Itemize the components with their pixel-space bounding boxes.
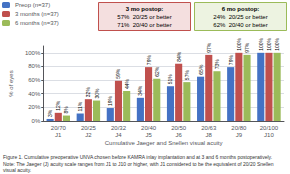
svg-text:100%: 100% — [266, 37, 272, 50]
svg-text:59%: 59% — [115, 68, 121, 79]
svg-text:100%: 100% — [258, 37, 264, 50]
svg-text:Note: The Jaeger (J) acuity sc: Note: The Jaeger (J) acuity scale ranges… — [3, 161, 275, 167]
svg-text:Figure 1. Cumulative preoperat: Figure 1. Cumulative preoperative UNVA c… — [3, 154, 272, 160]
svg-text:J8: J8 — [206, 132, 213, 138]
svg-text:73%: 73% — [214, 59, 220, 70]
svg-text:20/25: 20/25 — [81, 125, 97, 131]
svg-text:J9: J9 — [236, 132, 243, 138]
svg-text:80%: 80% — [28, 63, 41, 69]
svg-text:0%: 0% — [32, 118, 41, 124]
svg-text:100%: 100% — [236, 37, 242, 50]
svg-text:24% 20/25 or better: 24% 20/25 or better — [213, 14, 267, 20]
svg-text:30%: 30% — [94, 88, 100, 99]
svg-text:44%: 44% — [124, 78, 130, 89]
svg-text:20%: 20% — [28, 104, 41, 110]
svg-text:20/32: 20/32 — [111, 125, 127, 131]
svg-text:60%: 60% — [28, 77, 41, 83]
svg-text:3 months (n=37): 3 months (n=37) — [15, 11, 59, 17]
svg-text:J4: J4 — [115, 132, 122, 138]
svg-text:34%: 34% — [137, 85, 143, 96]
svg-text:3%: 3% — [47, 109, 53, 117]
svg-text:% of eyes: % of eyes — [8, 70, 14, 96]
svg-text:J1: J1 — [55, 132, 62, 138]
svg-text:6 mo postop:: 6 mo postop: — [222, 6, 260, 12]
svg-text:Preop (n=37): Preop (n=37) — [15, 2, 50, 8]
svg-text:20/100: 20/100 — [260, 125, 279, 131]
svg-text:100%: 100% — [274, 37, 280, 50]
svg-text:19%: 19% — [107, 95, 113, 106]
svg-text:62%: 62% — [154, 66, 160, 77]
svg-text:visual acuity.: visual acuity. — [3, 167, 31, 173]
svg-text:57%: 57% — [184, 70, 190, 81]
svg-text:11%: 11% — [77, 101, 83, 111]
svg-text:97%: 97% — [244, 42, 250, 53]
svg-text:J6: J6 — [175, 132, 182, 138]
svg-text:100%: 100% — [25, 50, 41, 56]
svg-text:20/70: 20/70 — [51, 125, 67, 131]
svg-text:65%: 65% — [198, 64, 204, 75]
svg-text:79%: 79% — [228, 55, 234, 66]
svg-text:J5: J5 — [145, 132, 152, 138]
svg-text:32%: 32% — [85, 87, 91, 98]
svg-text:12%: 12% — [55, 100, 61, 111]
svg-text:79%: 79% — [146, 55, 152, 66]
svg-text:51%: 51% — [167, 74, 173, 85]
svg-text:20/63: 20/63 — [201, 125, 217, 131]
svg-text:71% 20/40 or better: 71% 20/40 or better — [117, 22, 171, 28]
svg-text:J10: J10 — [264, 132, 274, 138]
svg-text:6 months (n=37): 6 months (n=37) — [15, 20, 59, 26]
svg-text:Cumulative Jaeger and Snellen: Cumulative Jaeger and Snellen visual acu… — [105, 140, 223, 146]
svg-text:20/50: 20/50 — [171, 125, 187, 131]
svg-text:20/40: 20/40 — [141, 125, 157, 131]
svg-text:84%: 84% — [176, 51, 182, 62]
svg-text:57% 20/25 or better: 57% 20/25 or better — [117, 14, 171, 20]
svg-text:3 mo postop:: 3 mo postop: — [126, 6, 164, 12]
svg-text:J2: J2 — [85, 132, 92, 138]
svg-text:40%: 40% — [28, 91, 41, 97]
svg-text:8%: 8% — [63, 106, 69, 114]
svg-text:20/80: 20/80 — [231, 125, 247, 131]
svg-text:62% 20/40 or better: 62% 20/40 or better — [213, 22, 267, 28]
svg-text:97%: 97% — [206, 42, 212, 53]
